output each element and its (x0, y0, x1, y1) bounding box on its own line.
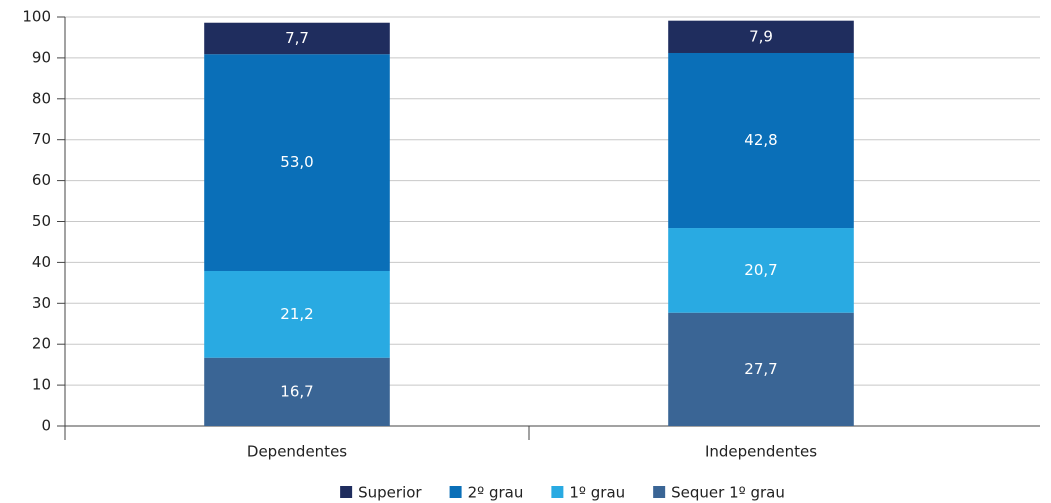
y-tick-label: 60 (32, 171, 51, 189)
legend-swatch (340, 486, 353, 498)
value-label: 20,7 (744, 261, 777, 279)
y-tick-label: 70 (32, 130, 51, 148)
y-tick-label: 90 (32, 48, 51, 66)
legend-swatch (653, 486, 666, 498)
y-tick-label: 20 (32, 335, 51, 353)
legend-label: 1º grau (569, 484, 625, 502)
value-label: 16,7 (280, 382, 313, 400)
bar-segment (204, 54, 390, 271)
y-tick-label: 30 (32, 294, 51, 312)
value-label: 21,2 (280, 305, 313, 323)
value-label: 42,8 (744, 131, 777, 149)
value-label: 27,7 (744, 360, 777, 378)
bar-segment (668, 228, 854, 313)
legend-swatch (449, 486, 462, 498)
legend-label: Sequer 1º grau (671, 484, 785, 502)
value-label: 53,0 (280, 153, 313, 171)
y-tick-label: 0 (41, 417, 51, 435)
y-tick-label: 10 (32, 376, 51, 394)
value-label: 7,7 (285, 29, 309, 47)
legend-label: 2º grau (468, 484, 524, 502)
bar-segment (668, 52, 854, 229)
x-tick-label: Dependentes (247, 443, 347, 461)
y-tick-label: 100 (22, 8, 51, 26)
value-label: 7,9 (749, 27, 773, 45)
bar-segment (668, 312, 854, 426)
legend-swatch (551, 486, 564, 498)
y-tick-label: 80 (32, 89, 51, 107)
x-tick-label: Independentes (705, 443, 817, 461)
y-tick-label: 50 (32, 212, 51, 230)
bar-segment (668, 20, 854, 53)
bar-segment (204, 357, 390, 426)
y-tick-label: 40 (32, 253, 51, 271)
bar-segment (204, 22, 390, 55)
legend-label: Superior (358, 484, 422, 502)
bar-segment (204, 270, 390, 358)
